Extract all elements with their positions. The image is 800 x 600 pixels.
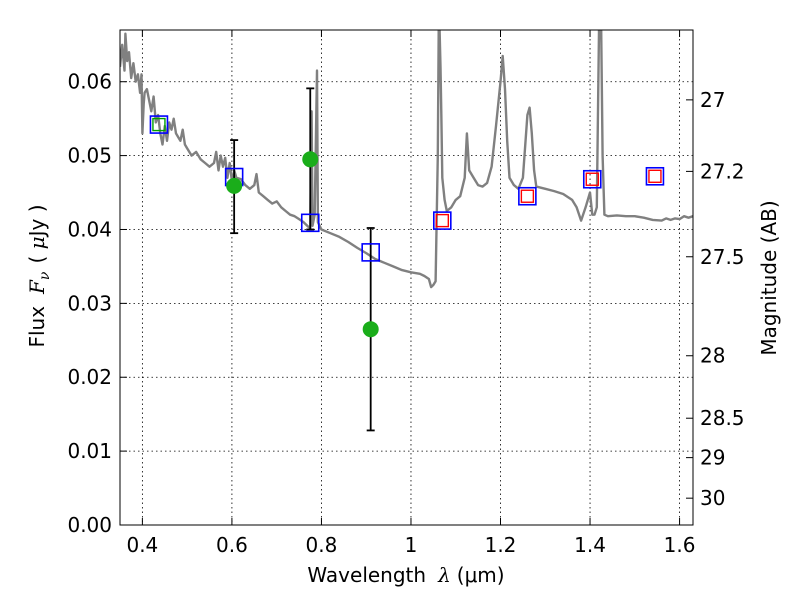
y-tick-label: 0.00 [67, 513, 112, 537]
model-point-inner [435, 213, 450, 228]
y-tick-label: 0.04 [67, 217, 112, 241]
x-axis-label: Wavelength λ (μm) [307, 563, 504, 587]
model-point [518, 186, 537, 206]
magnitude-tick-label: 30 [700, 486, 725, 510]
model-point-inner [648, 169, 662, 183]
magnitude-tick-label: 28 [700, 344, 725, 368]
spectrum-line [120, 30, 693, 289]
magnitude-tick-label: 27.5 [700, 245, 745, 269]
model-point [300, 213, 320, 233]
x-tick-label: 1.4 [574, 533, 606, 557]
observed-point [362, 321, 379, 338]
model-point [582, 169, 602, 189]
model-point [433, 211, 452, 230]
observed-point [226, 177, 243, 194]
x-tick-label: 0.8 [306, 533, 338, 557]
x-tick-label: 1.6 [664, 533, 696, 557]
y-tick-label: 0.05 [67, 144, 112, 168]
y-tick-label: 0.06 [67, 70, 112, 94]
x-tick-label: 0.4 [126, 533, 158, 557]
x-tick-label: 1.2 [485, 533, 517, 557]
magnitude-tick-label: 27.2 [700, 159, 745, 183]
magnitude-axis-ticks: 27 27.2 27.5 28 28.5 29 30 [686, 88, 745, 510]
model-point-inner [152, 117, 166, 132]
observed-point [302, 151, 319, 168]
y-tick-label: 0.01 [67, 439, 112, 463]
observed-photometry-series [226, 151, 379, 338]
y-axis-ticks: 0.00 0.01 0.02 0.03 0.04 0.05 0.06 [67, 70, 127, 537]
magnitude-tick-label: 29 [700, 446, 725, 470]
y-axis-label: FluxFν( μJy ) [25, 204, 53, 347]
model-point [645, 166, 665, 186]
model-point-inner [520, 189, 535, 203]
model-point [361, 243, 380, 262]
y-tick-label: 0.03 [67, 291, 112, 315]
x-axis-ticks: 0.4 0.6 0.8 1 1.2 1.4 1.6 [126, 30, 695, 557]
magnitude-tick-label: 28.5 [700, 406, 745, 430]
model-point-inner [585, 172, 599, 186]
x-tick-label: 0.6 [216, 533, 248, 557]
spectrum-series [120, 30, 693, 289]
y-tick-label: 0.02 [67, 365, 112, 389]
magnitude-tick-label: 27 [700, 88, 725, 112]
x-tick-label: 1 [405, 533, 418, 557]
plot-frame [119, 29, 694, 526]
magnitude-axis-label: Magnitude (AB) [757, 200, 781, 355]
model-point [149, 115, 169, 134]
